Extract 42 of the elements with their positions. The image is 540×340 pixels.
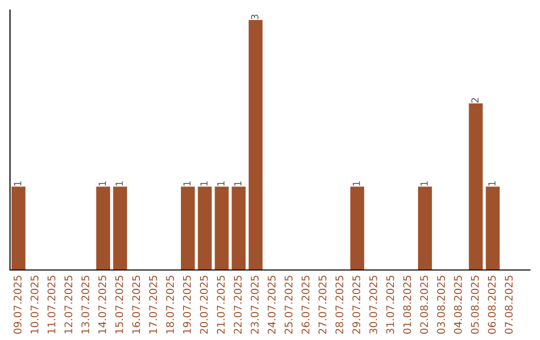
x-tick-label: 22.07.2025 <box>234 276 242 334</box>
data-label: 1 <box>352 181 360 186</box>
x-tick-label: 11.07.2025 <box>47 276 56 334</box>
x-tick-label: 04.08.2025 <box>454 276 462 334</box>
x-tick-label: 17.07.2025 <box>149 276 157 334</box>
data-label: 1 <box>200 181 208 186</box>
x-tick-label: 28.07.2025 <box>335 276 344 334</box>
x-tick-label: 24.07.2025 <box>268 276 276 334</box>
data-label: 1 <box>234 181 242 186</box>
x-tick-label: 05.08.2025 <box>470 276 479 334</box>
data-label: 1 <box>98 181 106 186</box>
x-tick-label: 14.07.2025 <box>98 276 106 334</box>
x-tick-label: 13.07.2025 <box>81 276 90 334</box>
data-label: 1 <box>217 181 224 186</box>
x-tick-label: 01.08.2025 <box>403 276 412 334</box>
x-tick-label: 30.07.2025 <box>369 276 378 334</box>
data-label: 1 <box>420 181 428 186</box>
x-tick-label: 03.08.2025 <box>437 276 445 334</box>
x-tick-label: 09.07.2025 <box>14 276 22 334</box>
x-tick-label: 18.07.2025 <box>166 276 174 334</box>
data-label: 1 <box>116 181 123 186</box>
x-tick-label: 23.07.2025 <box>250 276 259 334</box>
x-tick-label: 06.08.2025 <box>488 276 496 334</box>
x-tick-label: 29.07.2025 <box>352 276 360 334</box>
x-tick-label: 20.07.2025 <box>200 276 208 334</box>
x-tick-label: 02.08.2025 <box>420 276 428 334</box>
x-tick-label: 16.07.2025 <box>132 276 140 334</box>
data-label: 1 <box>488 181 496 186</box>
data-label: 1 <box>14 181 22 186</box>
data-label: 1 <box>183 181 191 186</box>
x-tick-label: 15.07.2025 <box>115 276 124 334</box>
x-tick-label: 07.08.2025 <box>504 276 513 334</box>
x-tick-label: 27.07.2025 <box>318 276 326 334</box>
x-tick-label: 25.07.2025 <box>284 276 292 334</box>
x-tick-label: 12.07.2025 <box>64 276 72 334</box>
data-label: 2 <box>471 98 478 103</box>
x-tick-label: 21.07.2025 <box>216 276 225 334</box>
x-tick-label: 31.07.2025 <box>386 276 394 334</box>
x-tick-label: 26.07.2025 <box>302 276 310 334</box>
x-tick-label: 19.07.2025 <box>182 276 191 334</box>
data-label: 3 <box>251 14 258 20</box>
x-tick-label: 10.07.2025 <box>30 276 38 334</box>
